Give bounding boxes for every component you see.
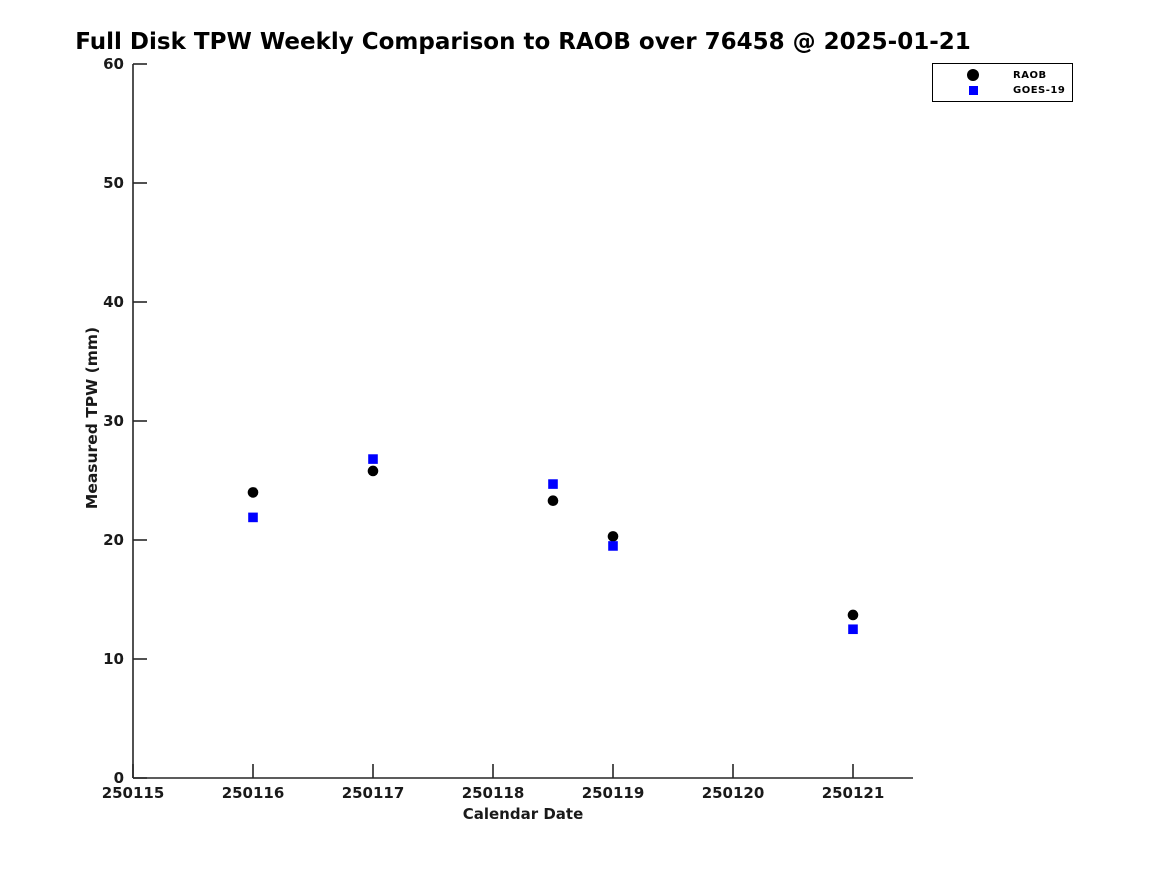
y-axis-label: Measured TPW (mm) <box>83 326 101 510</box>
legend-entry-goes19: GOES-19 <box>933 83 1072 98</box>
data-point-raob <box>847 609 859 621</box>
x-axis-label: Calendar Date <box>462 805 584 823</box>
data-point-goes19 <box>848 624 858 635</box>
y-axis-tick-label: 10 <box>103 650 124 668</box>
data-point-goes19 <box>368 454 378 464</box>
data-point-raob <box>547 495 559 507</box>
x-axis-tick-label: 250117 <box>342 784 405 802</box>
y-axis-tick-label: 60 <box>103 55 124 73</box>
y-axis-tick-label: 30 <box>103 412 124 430</box>
data-point-raob <box>367 465 379 477</box>
y-axis-tick-label: 50 <box>103 174 124 192</box>
legend-marker-cell <box>933 85 1013 95</box>
x-axis-tick-label: 250118 <box>462 784 525 802</box>
goes19-square-marker-icon <box>968 85 978 95</box>
legend-label-raob: RAOB <box>1013 69 1047 81</box>
x-axis-tick-label: 250121 <box>822 784 885 802</box>
x-axis-tick-label: 250116 <box>222 784 285 802</box>
data-point-raob <box>607 531 619 542</box>
x-axis-tick-label: 250120 <box>702 784 765 802</box>
x-axis-tick-label: 250119 <box>582 784 645 802</box>
data-point-goes19 <box>248 512 258 523</box>
legend: RAOB GOES-19 <box>932 63 1073 102</box>
data-point-goes19 <box>548 479 558 489</box>
data-point-goes19 <box>608 541 618 551</box>
legend-entry-raob: RAOB <box>933 68 1072 83</box>
data-point-raob <box>247 487 259 498</box>
raob-circle-marker-icon <box>967 69 979 81</box>
legend-marker-cell <box>933 69 1013 81</box>
x-axis-tick-label: 250115 <box>102 784 165 802</box>
legend-label-goes19: GOES-19 <box>1013 84 1066 96</box>
y-axis-tick-label: 20 <box>103 531 124 549</box>
chart-title: Full Disk TPW Weekly Comparison to RAOB … <box>75 29 971 55</box>
y-axis-tick-label: 40 <box>103 293 124 311</box>
y-axis-tick-label: 0 <box>114 769 124 787</box>
